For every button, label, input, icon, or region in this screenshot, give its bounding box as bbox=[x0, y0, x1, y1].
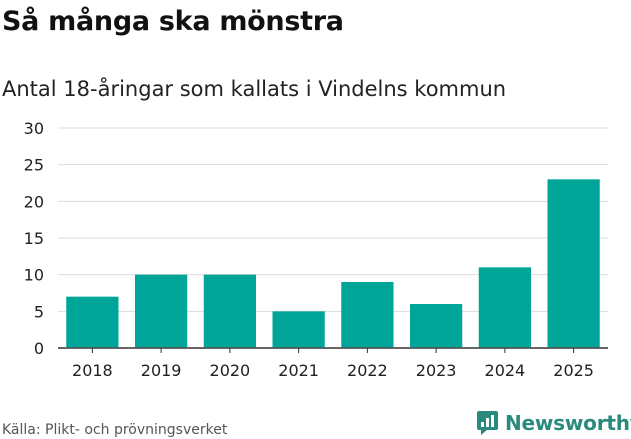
x-tick-label: 2024 bbox=[485, 361, 526, 380]
y-tick-label: 30 bbox=[24, 119, 44, 138]
x-tick-label: 2025 bbox=[553, 361, 594, 380]
bar-2025 bbox=[547, 179, 600, 348]
y-tick-label: 0 bbox=[34, 339, 44, 358]
x-tick-label: 2020 bbox=[210, 361, 251, 380]
brand-logo[interactable]: Newsworthy bbox=[476, 409, 631, 437]
source-note: Källa: Plikt- och prövningsverket bbox=[2, 422, 228, 438]
bar-2023 bbox=[410, 304, 463, 348]
x-axis-ticks: 2018 2019 2020 2021 2022 2023 2024 2025 bbox=[72, 348, 594, 380]
y-axis-ticks: 0 5 10 15 20 25 30 bbox=[24, 119, 44, 358]
chart-subtitle: Antal 18-åringar som kallats i Vindelns … bbox=[2, 77, 507, 101]
bar-2019 bbox=[135, 274, 188, 348]
y-tick-label: 5 bbox=[34, 302, 44, 321]
y-tick-label: 15 bbox=[24, 229, 44, 248]
bar-2022 bbox=[341, 282, 394, 348]
brand-name: Newsworthy bbox=[505, 411, 631, 435]
bars bbox=[66, 179, 600, 348]
y-tick-label: 25 bbox=[24, 156, 44, 175]
chart-title: Så många ska mönstra bbox=[2, 6, 344, 37]
y-tick-label: 10 bbox=[24, 266, 44, 285]
bar-2018 bbox=[66, 296, 119, 348]
newsworthy-logo-icon bbox=[477, 411, 498, 435]
bar-2020 bbox=[203, 274, 256, 348]
x-tick-label: 2022 bbox=[347, 361, 388, 380]
x-tick-label: 2023 bbox=[416, 361, 457, 380]
x-tick-label: 2021 bbox=[278, 361, 319, 380]
y-tick-label: 20 bbox=[24, 192, 44, 211]
bar-2024 bbox=[478, 267, 531, 348]
bar-2021 bbox=[272, 311, 325, 348]
x-tick-label: 2018 bbox=[72, 361, 113, 380]
x-tick-label: 2019 bbox=[141, 361, 182, 380]
